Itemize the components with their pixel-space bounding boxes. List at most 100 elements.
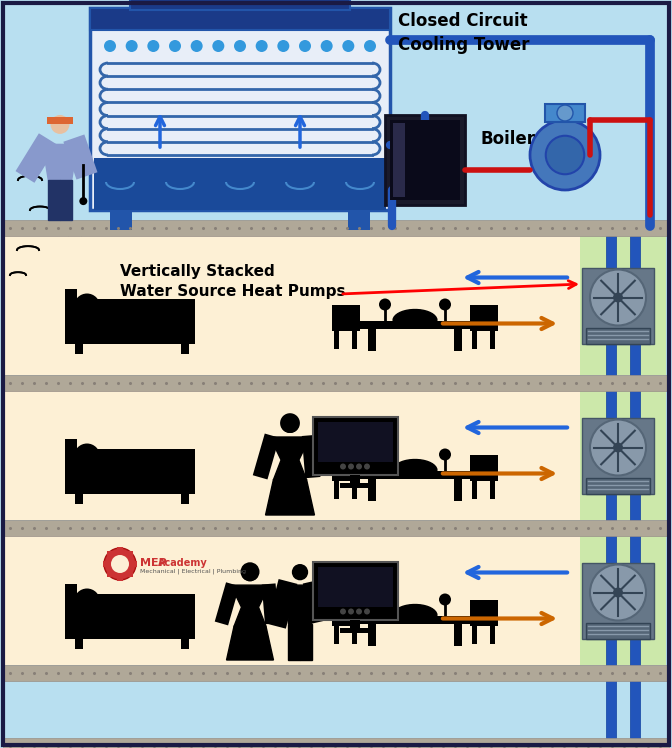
Bar: [350, 474, 360, 482]
Bar: [368, 328, 376, 351]
Bar: [3, 220, 669, 236]
Circle shape: [280, 413, 300, 433]
Bar: [352, 625, 357, 643]
Bar: [332, 473, 360, 480]
Bar: [332, 304, 360, 322]
Bar: [90, 8, 390, 30]
Bar: [334, 480, 339, 498]
Circle shape: [530, 120, 600, 190]
Circle shape: [74, 293, 100, 319]
Bar: [368, 479, 376, 500]
Circle shape: [74, 589, 100, 615]
Bar: [3, 236, 580, 375]
Polygon shape: [393, 310, 437, 320]
Bar: [65, 298, 195, 343]
Bar: [3, 520, 669, 536]
Circle shape: [234, 40, 246, 52]
Bar: [65, 289, 77, 343]
Bar: [75, 639, 83, 649]
Bar: [75, 494, 83, 503]
Bar: [385, 115, 465, 205]
Bar: [582, 417, 654, 494]
Bar: [470, 322, 498, 331]
Bar: [334, 625, 339, 643]
Circle shape: [439, 298, 451, 310]
Bar: [103, 561, 109, 567]
Bar: [181, 639, 189, 649]
Circle shape: [613, 292, 623, 302]
Bar: [472, 331, 477, 349]
Bar: [470, 455, 498, 473]
Circle shape: [557, 105, 573, 121]
Circle shape: [590, 565, 646, 621]
Bar: [334, 331, 339, 349]
Bar: [490, 480, 495, 498]
Bar: [454, 479, 462, 500]
Bar: [47, 117, 73, 124]
Bar: [131, 561, 137, 567]
Circle shape: [348, 464, 354, 470]
Bar: [107, 571, 113, 577]
Circle shape: [439, 593, 451, 605]
Bar: [580, 536, 666, 665]
Bar: [107, 551, 113, 557]
Circle shape: [104, 40, 116, 52]
Text: Mechanical | Electrical | Plumbing: Mechanical | Electrical | Plumbing: [140, 569, 246, 574]
Bar: [3, 665, 669, 681]
Bar: [75, 343, 83, 354]
Circle shape: [241, 562, 259, 581]
Bar: [393, 123, 405, 197]
Bar: [582, 268, 654, 343]
Polygon shape: [265, 480, 314, 515]
Bar: [130, 0, 350, 10]
Bar: [318, 566, 393, 607]
Bar: [313, 417, 398, 474]
Bar: [350, 619, 360, 628]
Bar: [181, 494, 189, 503]
Circle shape: [613, 443, 623, 453]
Polygon shape: [60, 180, 72, 220]
Circle shape: [241, 564, 259, 581]
Polygon shape: [393, 604, 437, 616]
Bar: [545, 104, 585, 122]
Bar: [110, 210, 132, 230]
Polygon shape: [288, 624, 300, 660]
Bar: [90, 8, 390, 210]
Bar: [117, 547, 123, 553]
Bar: [65, 593, 195, 639]
Circle shape: [104, 548, 136, 580]
Text: Closed Circuit
Cooling Tower: Closed Circuit Cooling Tower: [398, 12, 530, 54]
Bar: [340, 628, 370, 633]
Circle shape: [79, 197, 87, 205]
Circle shape: [379, 449, 391, 461]
Text: Boiler: Boiler: [480, 130, 535, 148]
Circle shape: [348, 609, 354, 615]
Circle shape: [340, 609, 346, 615]
Bar: [580, 391, 666, 520]
Bar: [352, 331, 357, 349]
Bar: [360, 320, 470, 328]
Text: MEP: MEP: [140, 558, 167, 568]
Circle shape: [364, 464, 370, 470]
Bar: [332, 322, 360, 331]
Circle shape: [342, 40, 354, 52]
Circle shape: [364, 609, 370, 615]
Text: Vertically Stacked
Water Source Heat Pumps: Vertically Stacked Water Source Heat Pum…: [120, 264, 345, 298]
Bar: [472, 625, 477, 643]
Bar: [65, 583, 77, 639]
Circle shape: [126, 40, 138, 52]
Circle shape: [379, 593, 391, 605]
Bar: [490, 331, 495, 349]
Polygon shape: [393, 459, 437, 470]
Bar: [332, 618, 360, 625]
Circle shape: [50, 115, 69, 134]
Circle shape: [364, 40, 376, 52]
Bar: [368, 624, 376, 646]
Text: Academy: Academy: [158, 558, 208, 568]
Circle shape: [546, 135, 584, 174]
Circle shape: [191, 40, 203, 52]
Bar: [313, 562, 398, 619]
Bar: [470, 473, 498, 480]
Bar: [352, 480, 357, 498]
Bar: [490, 625, 495, 643]
